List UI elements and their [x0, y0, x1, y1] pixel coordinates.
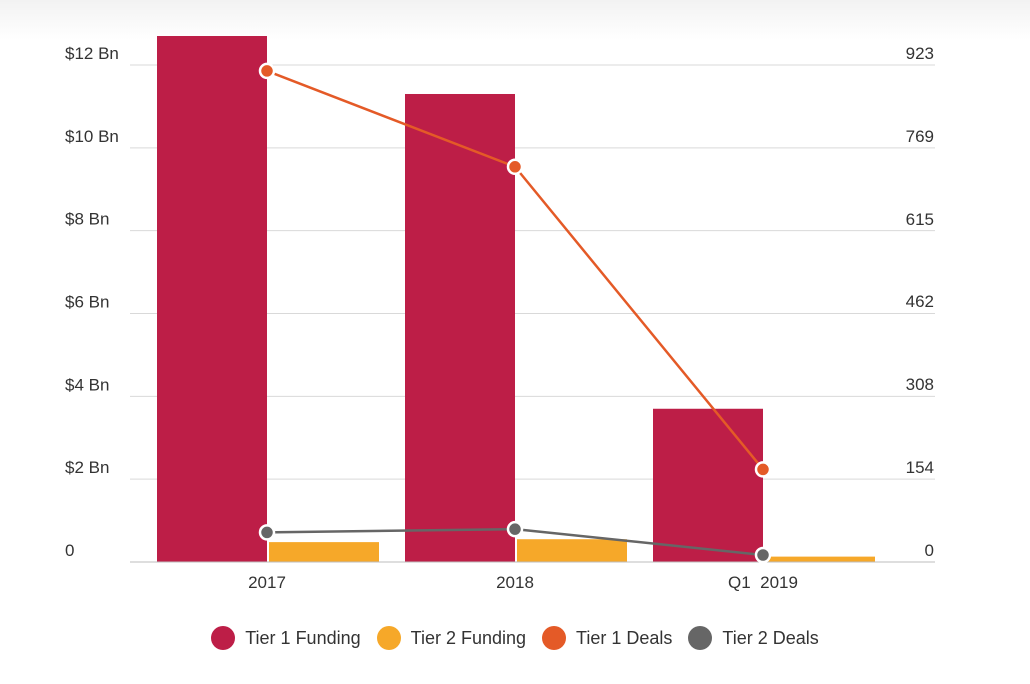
y-right-tick-label: 615 [906, 210, 934, 229]
y-right-tick-label: 154 [906, 458, 934, 477]
y-left-tick-label: $12 Bn [65, 44, 119, 63]
y-right-tick-label: 462 [906, 292, 934, 311]
x-tick-label: 2018 [496, 573, 534, 592]
legend-label: Tier 1 Deals [576, 627, 673, 648]
legend-swatch [211, 626, 236, 650]
x-tick-label: 2017 [248, 573, 286, 592]
y-right-tick-label: 923 [906, 44, 934, 63]
legend-label: Tier 2 Funding [410, 627, 527, 648]
y-left-tick-label: $4 Bn [65, 375, 109, 394]
legend-item-tier-1-funding[interactable]: Tier 1 Funding [211, 626, 361, 650]
y-right-tick-label: 308 [906, 375, 934, 394]
legend-item-tier-1-deals[interactable]: Tier 1 Deals [542, 626, 672, 650]
y-right-tick-label: 0 [925, 541, 934, 560]
legend-item-tier-2-deals[interactable]: Tier 2 Deals [688, 626, 819, 650]
legend-swatch [688, 626, 713, 650]
y-left-tick-label: $10 Bn [65, 127, 119, 146]
point-tier-2-deals-q1-2019 [754, 546, 772, 564]
legend-label: Tier 1 Funding [245, 627, 361, 648]
bar-tier-2-funding-q1-2019 [765, 556, 875, 562]
y-axis-right: 0 154 308 462 615 769 923 [906, 44, 934, 560]
bar-tier-1-funding-2018 [405, 93, 515, 562]
legend-swatch [376, 626, 401, 650]
point-tier-2-deals-2017 [258, 524, 276, 541]
y-left-tick-label: $8 Bn [65, 210, 109, 229]
bar-tier-1-funding-q1-2019 [653, 408, 763, 562]
combo-chart: 0 $2 Bn $4 Bn $6 Bn $8 Bn $10 Bn $12 Bn 0 154 30… [65, 36, 935, 592]
x-tick-label: Q1 2019 [728, 573, 798, 592]
bar-tier-2-funding-2017 [269, 542, 379, 562]
y-left-tick-label: $2 Bn [65, 458, 109, 477]
bars [157, 36, 875, 562]
legend-swatch [542, 626, 567, 650]
legend-label: Tier 2 Deals [722, 627, 819, 648]
y-left-tick-label: 0 [65, 541, 74, 560]
x-axis: 2017 2018 Q1 2019 [248, 573, 798, 592]
y-axis-left: 0 $2 Bn $4 Bn $6 Bn $8 Bn $10 Bn $12 Bn [65, 44, 119, 560]
bar-tier-2-funding-2018 [517, 539, 627, 562]
lines [258, 62, 772, 564]
y-left-tick-label: $6 Bn [65, 293, 109, 312]
y-right-tick-label: 769 [906, 127, 934, 146]
bar-tier-1-funding-2017 [157, 36, 267, 562]
point-tier-2-deals-2018 [506, 520, 524, 538]
legend: Tier 1 Funding Tier 2 Funding Tier 1 Deals… [0, 626, 1030, 650]
point-tier-1-deals-2017 [258, 62, 276, 80]
legend-item-tier-2-funding[interactable]: Tier 2 Funding [376, 626, 527, 650]
point-tier-1-deals-2018 [506, 158, 524, 176]
point-tier-1-deals-q1-2019 [754, 461, 772, 478]
